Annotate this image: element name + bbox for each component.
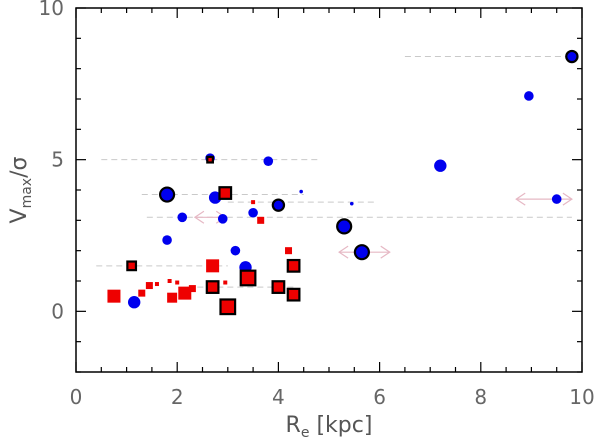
y-tick-label: 10 [39, 0, 64, 20]
red-square-point [218, 186, 233, 200]
blue-circle-point [127, 296, 141, 309]
red-square-point [219, 298, 237, 316]
red-square-point [239, 269, 257, 287]
red-square-point [286, 287, 301, 302]
blue-circle-point [524, 91, 534, 101]
red-square-point [285, 247, 293, 255]
blue-circle-point [271, 198, 286, 212]
red-square-point [205, 280, 220, 294]
blue-circle-point [158, 186, 176, 203]
x-tick-label: 6 [373, 385, 386, 409]
red-square-point [206, 155, 214, 164]
y-tick-label: 0 [51, 299, 64, 323]
blue-circle-point [349, 201, 354, 206]
red-square-point [206, 259, 220, 273]
red-square-point [251, 200, 256, 205]
dashed-range-lines [96, 56, 572, 288]
x-tick-label: 0 [70, 385, 83, 409]
blue-circle-point [353, 244, 370, 261]
red-square-point [154, 282, 159, 287]
tick-labels: 0 2 4 6 8 10 0 5 10 [39, 0, 595, 409]
red-square-point [126, 260, 138, 272]
blue-circle-point [177, 212, 188, 223]
blue-circle-point [230, 245, 241, 256]
y-tick-label: 5 [51, 148, 64, 172]
blue-circle-point [565, 49, 579, 64]
red-square-point [167, 279, 172, 283]
x-tick-label: 2 [171, 385, 184, 409]
x-tick-label: 10 [569, 385, 594, 409]
red-square-point [178, 286, 192, 300]
x-tick-label: 4 [272, 385, 285, 409]
red-square-point [188, 285, 196, 293]
x-axis-label: Re [kpc] [286, 413, 373, 440]
blue-circle-point [434, 159, 447, 172]
blue-circle-point [248, 207, 258, 218]
axis-ticks [75, 7, 583, 373]
red-square-point [286, 258, 301, 273]
blue-circle-point [217, 214, 228, 224]
range-arrow [515, 192, 573, 206]
data-points [107, 49, 579, 316]
blue-circle-point [162, 235, 172, 245]
red-square-point [145, 282, 153, 290]
plot-frame [75, 7, 583, 373]
blue-circle-point [336, 218, 353, 235]
blue-circle-point [299, 189, 303, 194]
blue-circle-point [551, 194, 562, 204]
blue-circle-point [263, 156, 274, 166]
red-square-point [271, 280, 286, 294]
red-square-point [167, 292, 178, 303]
red-square-point [223, 280, 228, 285]
blue-circle-point [208, 191, 222, 204]
red-square-point [138, 289, 146, 297]
x-tick-label: 8 [474, 385, 487, 409]
red-square-point [175, 280, 180, 285]
red-square-point [107, 289, 121, 303]
y-axis-label: Vmax/σ [7, 156, 35, 223]
red-square-point [257, 216, 265, 224]
